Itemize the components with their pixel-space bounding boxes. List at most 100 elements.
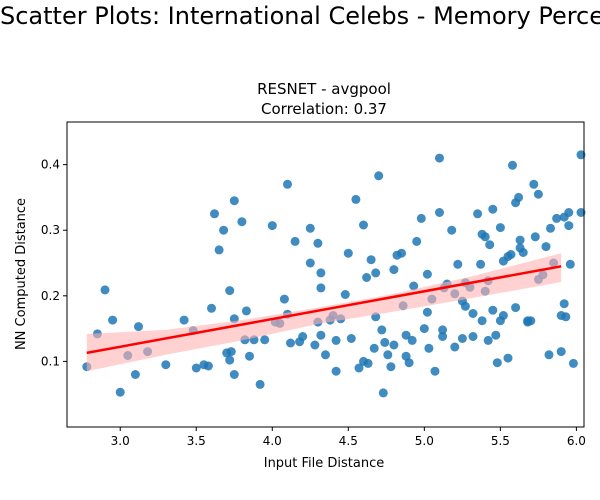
scatter-point — [279, 294, 289, 304]
scatter-point — [316, 268, 326, 278]
scatter-point — [386, 362, 396, 372]
x-tick-label: 6.0 — [567, 434, 586, 448]
scatter-point — [503, 353, 513, 363]
x-tick-label: 4.5 — [339, 434, 358, 448]
scatter-point — [576, 150, 586, 160]
scatter-point — [416, 213, 426, 223]
scatter-point — [477, 316, 487, 326]
scatter-point — [179, 315, 189, 325]
scatter-point — [225, 355, 235, 365]
scatter-point — [380, 337, 390, 347]
scatter-point — [565, 259, 575, 269]
scatter-point — [340, 290, 350, 299]
chart-title-line1: RESNET - avgpool — [257, 80, 391, 98]
scatter-point — [514, 192, 524, 202]
scatter-point — [108, 315, 118, 325]
scatter-point — [488, 204, 498, 214]
scatter-point — [430, 366, 440, 376]
scatter-point — [453, 259, 463, 269]
scatter-point — [343, 248, 353, 258]
scatter-point — [576, 208, 586, 217]
scatter-point — [480, 232, 490, 242]
scatter-point — [354, 363, 364, 373]
scatter-point — [100, 285, 110, 295]
axes-frame — [66, 121, 585, 428]
scatter-point — [305, 223, 315, 233]
scatter-point — [310, 340, 320, 350]
scatter-point — [438, 325, 448, 335]
scatter-point — [298, 332, 308, 341]
scatter-point — [134, 322, 143, 332]
scatter-point — [207, 303, 216, 313]
scatter-point — [305, 258, 315, 268]
confidence-band — [86, 253, 562, 372]
scatter-point — [457, 334, 467, 343]
plot-area — [82, 150, 586, 398]
scatter-point — [422, 269, 432, 279]
scatter-point — [229, 196, 239, 206]
scatter-point — [331, 335, 341, 345]
scatter-point — [468, 332, 478, 341]
axis-ticks: 3.0 3.5 4.0 4.5 5.0 5.5 6.0 0.1 0.2 0.3 0.4 — [41, 158, 586, 448]
scatter-point — [214, 245, 224, 255]
scatter-point — [401, 351, 411, 361]
scatter-point — [435, 153, 444, 163]
scatter-point — [473, 209, 483, 219]
scatter-point — [389, 265, 399, 275]
scatter-point — [316, 330, 326, 340]
figure-suptitle-wrap: Scatter Plots: International Celebs - Me… — [0, 0, 600, 40]
scatter-point — [210, 209, 219, 219]
scatter-point — [362, 273, 372, 282]
scatter-point — [438, 332, 448, 341]
scatter-point — [346, 334, 356, 343]
scatter-point — [267, 221, 277, 231]
scatter-point — [203, 361, 213, 371]
scatter-point — [331, 366, 341, 376]
scatter-point — [286, 338, 295, 348]
scatter-point — [283, 179, 292, 189]
scatter-point — [506, 250, 516, 259]
scatter-point — [515, 235, 525, 245]
scatter-point — [351, 194, 361, 204]
scatter-point — [383, 350, 393, 360]
scatter-point — [564, 221, 574, 231]
x-tick-label: 3.0 — [111, 434, 130, 448]
y-tick-label: 0.4 — [41, 158, 60, 172]
scatter-point — [546, 223, 555, 233]
scatter-point — [533, 189, 543, 199]
scatter-point — [316, 283, 326, 293]
scatter-point — [460, 301, 470, 311]
scatter-point — [237, 217, 247, 227]
scatter-point — [366, 255, 376, 265]
x-axis-label: Input File Distance — [264, 456, 385, 471]
scatter-point — [377, 325, 387, 335]
scatter-point — [245, 351, 254, 361]
scatter-point — [226, 347, 236, 357]
scatter-point — [378, 388, 388, 398]
scatter-point — [313, 238, 323, 248]
scatter-point — [191, 363, 201, 373]
x-tick-label: 5.5 — [491, 434, 510, 448]
chart-title-line2: Correlation: 0.37 — [261, 100, 387, 118]
regression-line — [86, 265, 562, 355]
scatter-point — [407, 335, 417, 345]
scatter-point — [526, 316, 536, 326]
scatter-point — [130, 370, 140, 379]
scatter-point — [568, 358, 578, 368]
scatter-point — [468, 309, 478, 318]
scatter-point — [508, 160, 517, 170]
scatter-point — [447, 225, 457, 235]
scatter-point — [229, 370, 239, 379]
scatter-point — [541, 242, 551, 252]
scatter-point — [374, 171, 384, 181]
x-tick-label: 4.0 — [263, 434, 282, 448]
scatter-point — [485, 240, 495, 250]
scatter-point — [559, 299, 569, 309]
scatter-point — [491, 330, 501, 340]
scatter-point — [424, 343, 434, 353]
scatter-point — [225, 286, 235, 296]
scatter-point — [389, 340, 399, 350]
scatter-point — [419, 324, 429, 334]
scatter-point — [401, 330, 411, 340]
